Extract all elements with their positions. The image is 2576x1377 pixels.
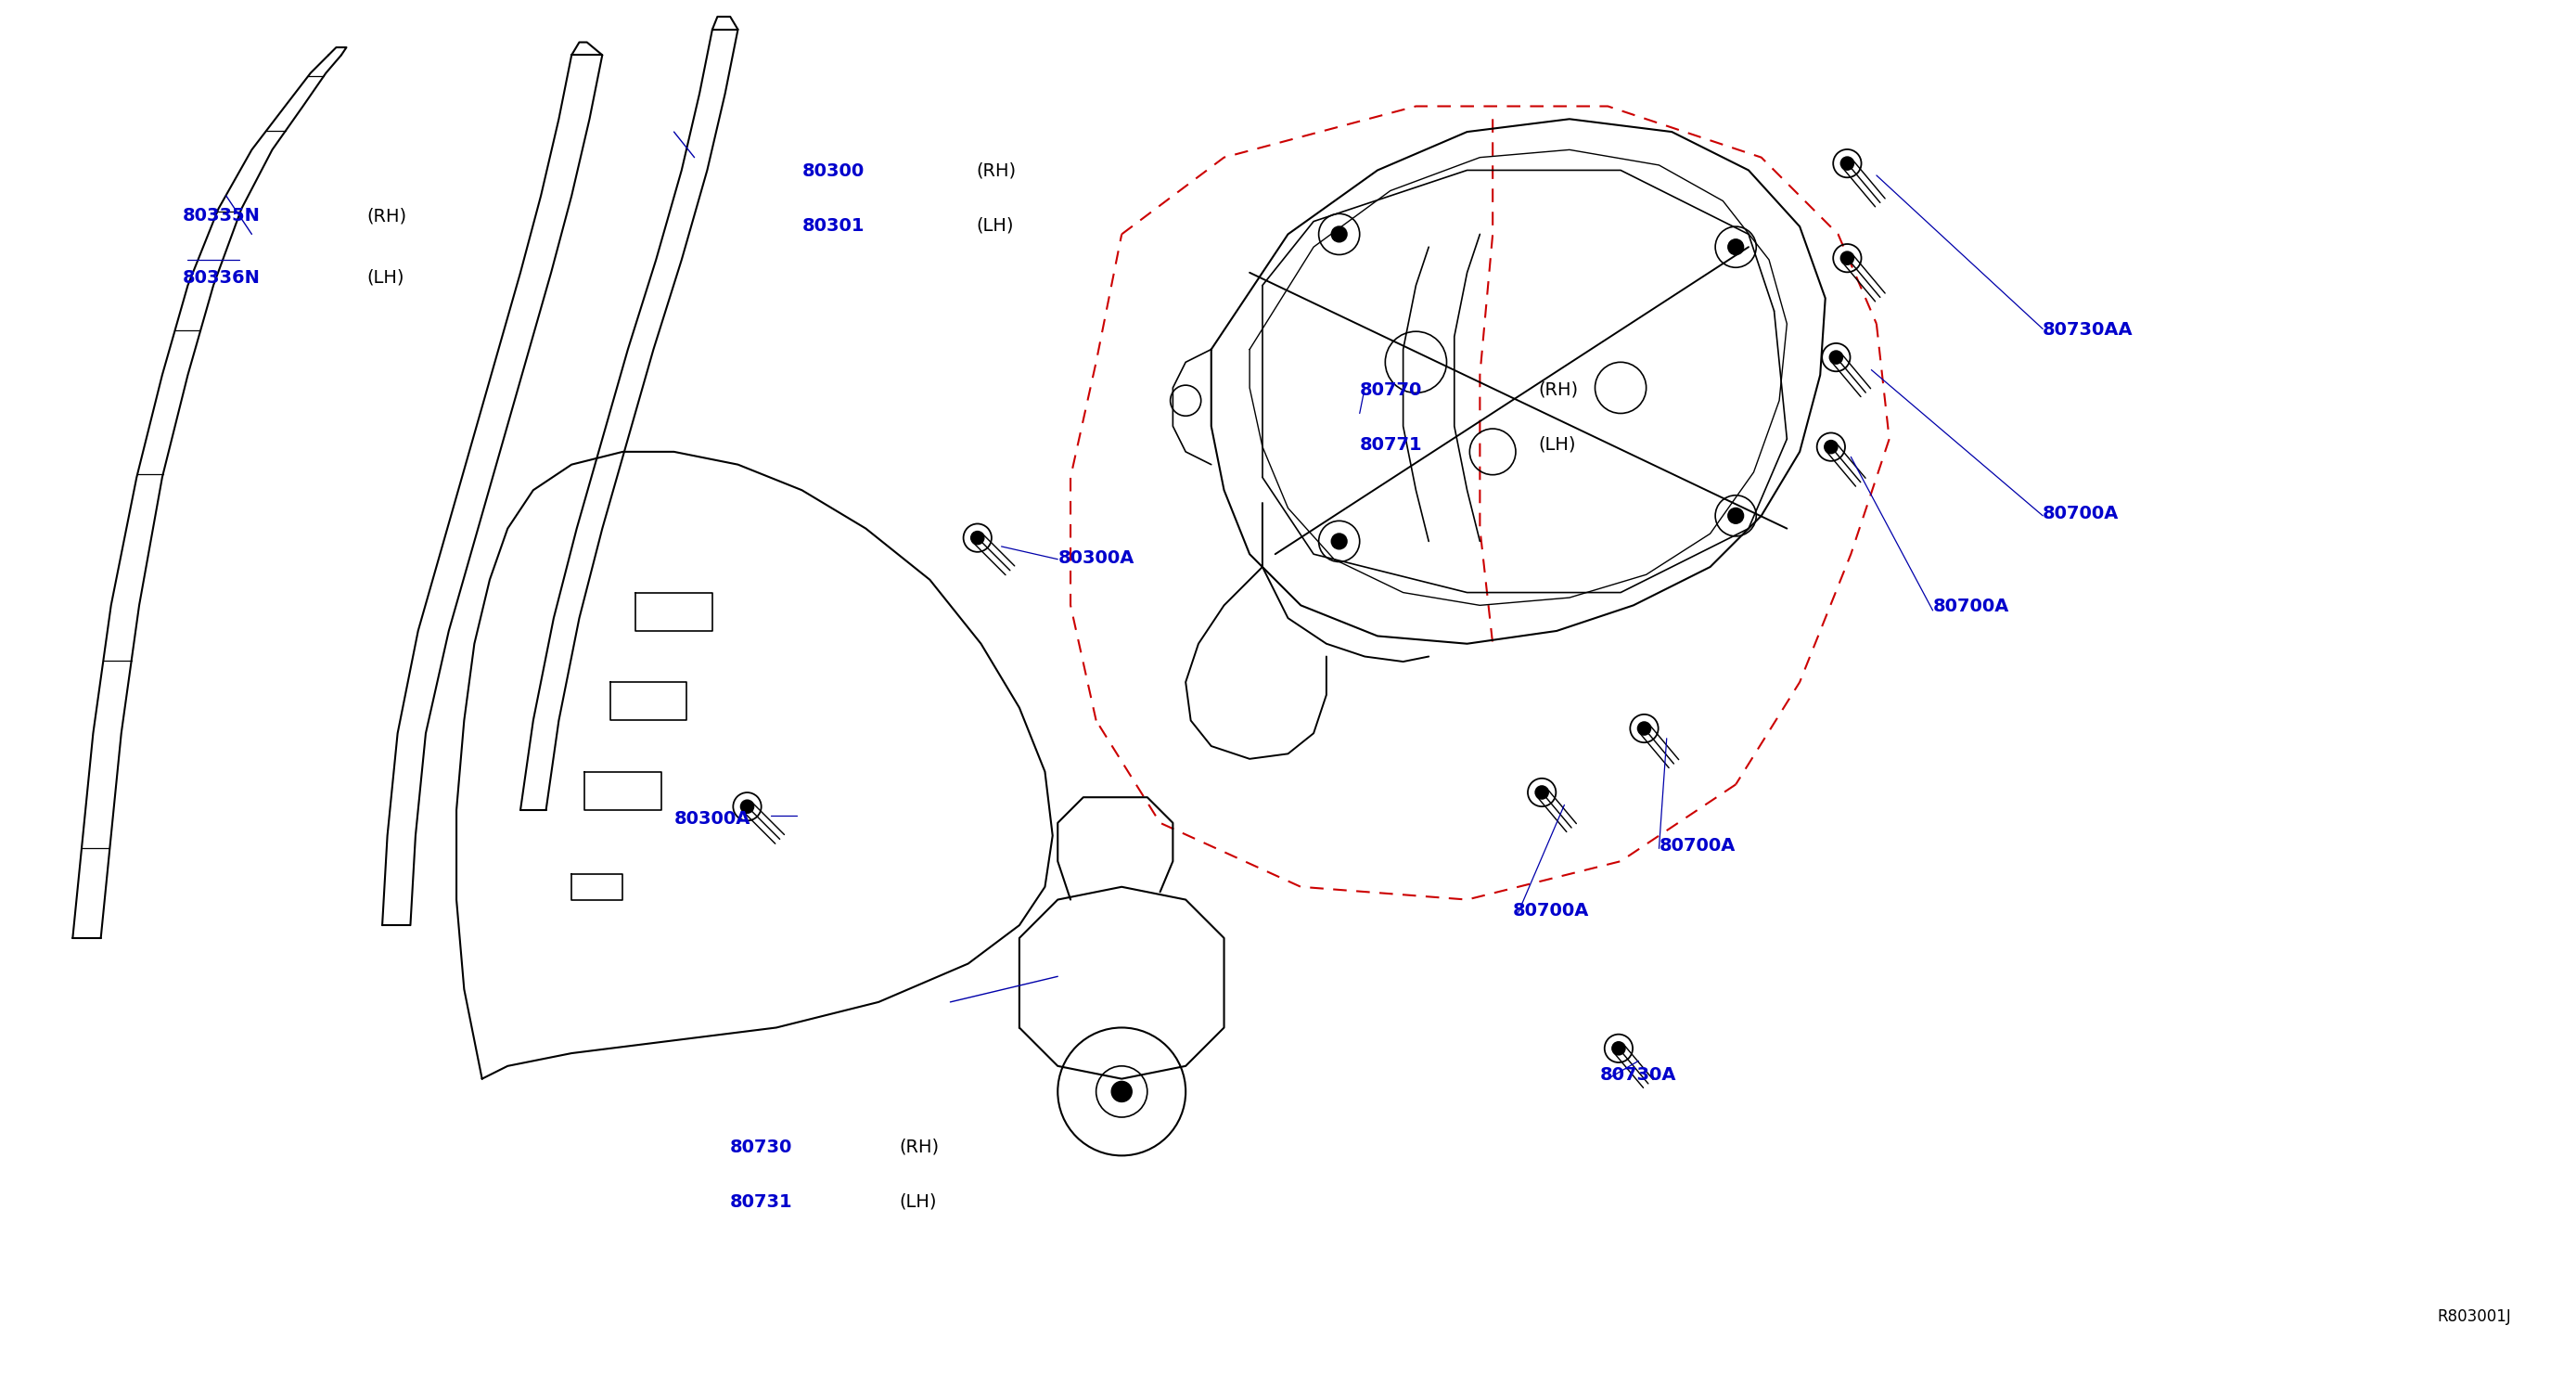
Circle shape <box>1110 1081 1131 1102</box>
Circle shape <box>1638 722 1651 735</box>
Text: (RH): (RH) <box>976 162 1015 180</box>
Text: 80301: 80301 <box>801 216 866 234</box>
Circle shape <box>1332 534 1347 549</box>
Circle shape <box>1824 441 1837 453</box>
Circle shape <box>742 800 755 812</box>
Text: 80300A: 80300A <box>1059 549 1133 567</box>
Text: 80700A: 80700A <box>1512 902 1589 918</box>
Circle shape <box>971 532 984 544</box>
Circle shape <box>1728 240 1744 255</box>
Text: 80335N: 80335N <box>183 208 260 224</box>
Text: 80730A: 80730A <box>1600 1066 1677 1084</box>
Text: 80770: 80770 <box>1360 381 1422 399</box>
Text: (RH): (RH) <box>899 1139 940 1157</box>
Circle shape <box>1613 1042 1625 1055</box>
Text: 80336N: 80336N <box>183 269 260 286</box>
Text: (LH): (LH) <box>1538 437 1577 453</box>
Text: 80300A: 80300A <box>675 810 750 828</box>
Text: 80771: 80771 <box>1360 437 1422 453</box>
Text: (RH): (RH) <box>1538 381 1579 399</box>
Circle shape <box>1332 227 1347 242</box>
Circle shape <box>1829 351 1842 364</box>
Circle shape <box>1535 786 1548 799</box>
Circle shape <box>1842 157 1855 169</box>
Circle shape <box>1842 252 1855 264</box>
Text: (LH): (LH) <box>976 216 1012 234</box>
Text: (RH): (RH) <box>366 208 407 224</box>
Text: 80730AA: 80730AA <box>2043 321 2133 339</box>
Text: R803001J: R803001J <box>2437 1308 2512 1325</box>
Text: 80731: 80731 <box>729 1192 793 1210</box>
Text: (LH): (LH) <box>899 1192 938 1210</box>
Text: 80300: 80300 <box>801 162 863 180</box>
Text: 80730: 80730 <box>729 1139 793 1157</box>
Text: 80700A: 80700A <box>1932 598 2009 616</box>
Text: (LH): (LH) <box>366 269 404 286</box>
Text: 80700A: 80700A <box>1659 837 1736 855</box>
Circle shape <box>1728 508 1744 523</box>
Text: 80700A: 80700A <box>2043 504 2120 522</box>
